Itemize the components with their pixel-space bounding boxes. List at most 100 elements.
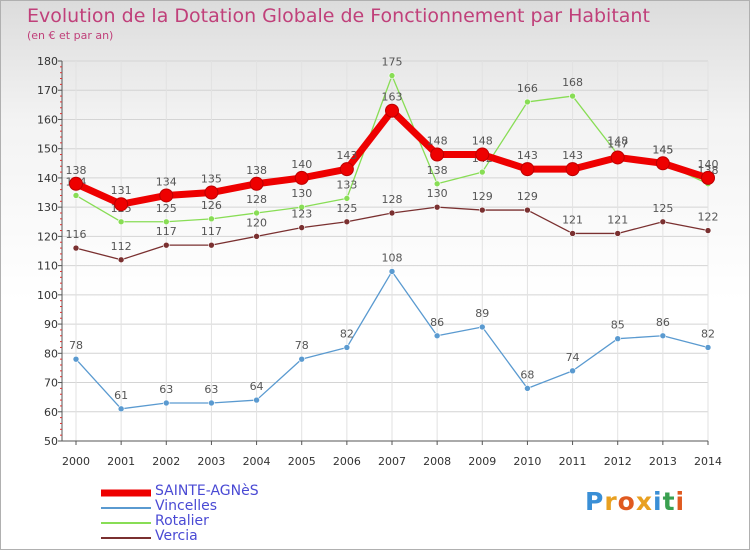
legend-label: SAINTE-AGNèS (155, 483, 259, 499)
data-point (433, 203, 441, 211)
data-label: 78 (295, 339, 309, 352)
legend-swatch (101, 489, 151, 496)
data-point (659, 218, 667, 226)
data-point (430, 147, 445, 162)
legend-swatch (101, 521, 151, 524)
data-label: 122 (698, 211, 719, 224)
data-label: 134 (156, 175, 177, 188)
data-label: 135 (201, 173, 222, 186)
data-label: 61 (114, 389, 128, 402)
logo-letter: o (617, 487, 636, 516)
data-label: 63 (159, 383, 173, 396)
data-label: 89 (475, 307, 489, 320)
data-point (614, 335, 622, 342)
data-point (478, 206, 486, 214)
chart-subtitle: (en € et par an) (27, 29, 114, 42)
y-tick-label: 170 (37, 84, 58, 97)
data-label: 163 (382, 91, 403, 104)
y-tick-label: 80 (44, 347, 58, 360)
data-label: 133 (336, 178, 357, 191)
data-point (388, 72, 396, 79)
data-point (162, 399, 170, 407)
data-label: 82 (340, 327, 354, 340)
data-point (159, 188, 174, 203)
data-point (475, 147, 490, 162)
data-label: 125 (156, 202, 177, 215)
data-label: 82 (701, 327, 715, 340)
legend-swatch (101, 506, 151, 509)
data-point (253, 233, 260, 240)
x-tick-label: 2001 (107, 455, 135, 468)
x-tick-label: 2014 (694, 455, 722, 468)
data-label: 125 (652, 202, 673, 215)
y-tick-label: 110 (37, 260, 58, 273)
data-point (208, 241, 215, 249)
data-point (524, 206, 531, 214)
data-point (655, 156, 670, 171)
data-point (298, 355, 306, 363)
x-tick-label: 2012 (604, 455, 632, 468)
data-point (208, 399, 215, 407)
data-point (339, 162, 354, 177)
data-label: 130 (291, 187, 312, 200)
data-point (69, 176, 83, 191)
data-point (704, 227, 712, 234)
data-point (701, 170, 715, 185)
data-label: 166 (517, 82, 538, 95)
y-tick-label: 90 (44, 318, 58, 331)
data-point (162, 218, 170, 226)
data-point (253, 209, 260, 217)
data-label: 78 (69, 339, 83, 352)
logo-letter: x (635, 487, 653, 516)
logo-letter: i (675, 487, 686, 516)
data-label: 85 (611, 319, 625, 332)
data-point (298, 224, 306, 231)
data-point (298, 203, 306, 211)
data-label: 131 (111, 184, 132, 197)
data-label: 86 (430, 316, 444, 329)
data-point (433, 180, 441, 188)
data-label: 123 (291, 208, 312, 221)
data-point (704, 344, 712, 351)
data-point (569, 92, 576, 100)
logo-letter: i (653, 487, 663, 516)
data-label: 112 (111, 240, 132, 253)
data-point (524, 385, 531, 392)
data-label: 116 (66, 228, 87, 241)
y-tick-label: 120 (37, 230, 58, 243)
data-label: 120 (246, 216, 267, 229)
data-label: 138 (427, 164, 448, 177)
data-point (114, 197, 129, 212)
data-label: 147 (607, 137, 628, 150)
data-label: 143 (562, 149, 583, 162)
data-point (343, 195, 351, 202)
x-tick-label: 2011 (559, 455, 587, 468)
data-label: 64 (250, 380, 264, 393)
data-point (478, 323, 486, 331)
x-tick-label: 2008 (423, 455, 451, 468)
data-label: 140 (291, 158, 312, 171)
data-label: 143 (336, 149, 357, 162)
data-label: 148 (607, 135, 628, 148)
data-label: 148 (472, 135, 493, 148)
data-label: 140 (698, 158, 719, 171)
data-label: 74 (566, 351, 580, 364)
data-label: 128 (246, 193, 267, 206)
data-point (72, 244, 80, 252)
legend-label: Vincelles (155, 498, 218, 514)
data-point (569, 367, 576, 375)
y-tick-label: 50 (44, 435, 58, 448)
data-label: 108 (382, 251, 403, 264)
y-tick-label: 160 (37, 113, 58, 126)
x-tick-label: 2010 (513, 455, 541, 468)
data-point (478, 168, 486, 176)
x-tick-label: 2000 (62, 455, 90, 468)
data-point (565, 162, 580, 177)
data-point (388, 209, 396, 217)
y-tick-label: 180 (37, 55, 58, 68)
data-point (385, 103, 399, 118)
data-label: 121 (607, 213, 628, 226)
x-tick-label: 2004 (243, 455, 271, 468)
data-point (614, 230, 622, 237)
